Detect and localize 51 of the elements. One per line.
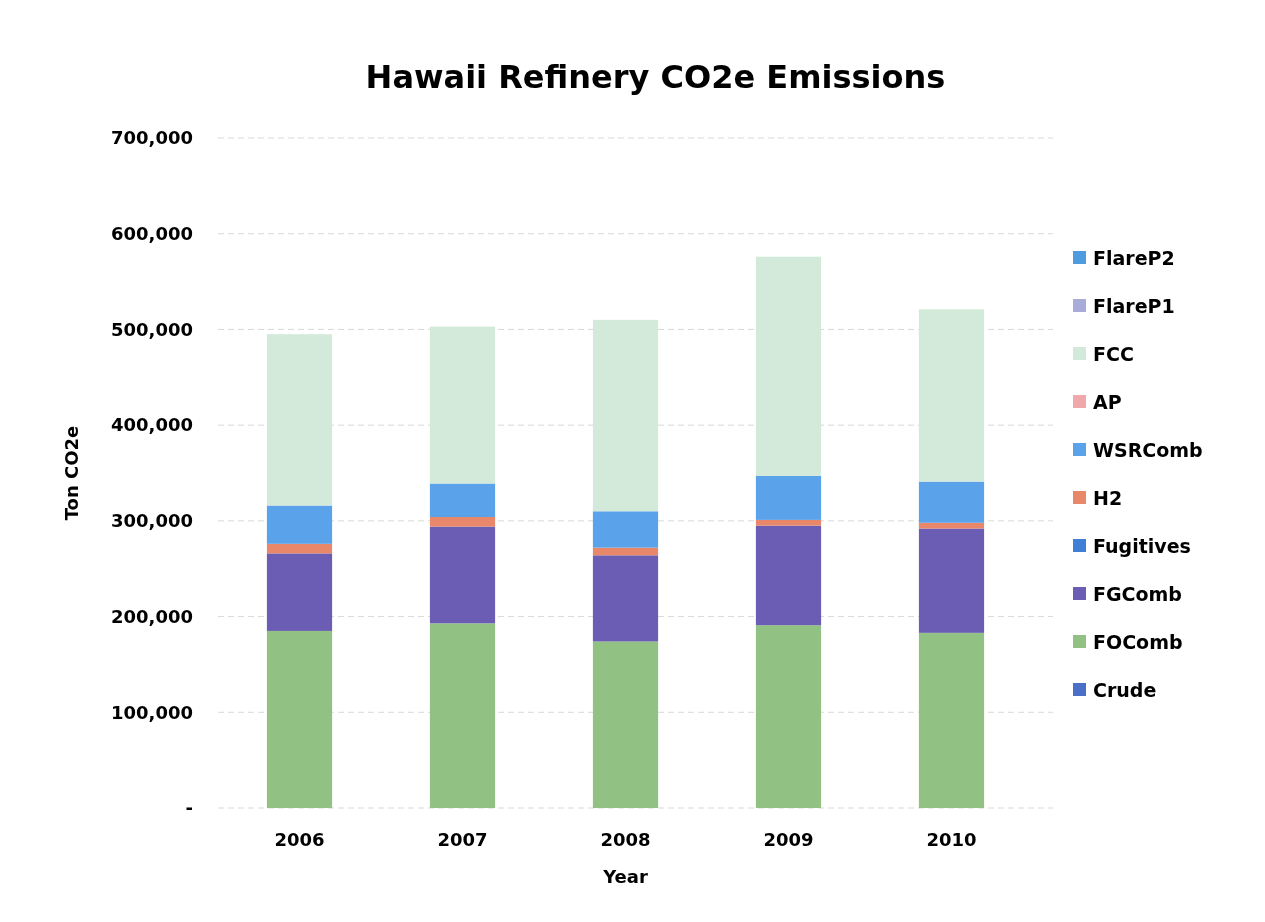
bar (266, 630, 333, 808)
y-tick-label: 700,000 (111, 127, 193, 149)
legend-label: FOComb (1093, 630, 1183, 653)
bar (592, 641, 659, 808)
y-tick-label: 200,000 (111, 605, 193, 627)
bar (755, 625, 822, 808)
bar (266, 553, 333, 631)
bar (429, 517, 496, 527)
bar (592, 319, 659, 512)
y-tick-label: 300,000 (111, 510, 193, 532)
bar (429, 623, 496, 808)
legend-label: FCC (1093, 342, 1134, 365)
x-tick-label: 2006 (274, 829, 325, 850)
x-tick-label: 2010 (926, 829, 977, 850)
y-tick-label: 100,000 (111, 701, 193, 723)
legend-label: FGComb (1093, 582, 1182, 605)
bar (755, 475, 822, 520)
bar (592, 547, 659, 556)
legend-label: Crude (1093, 678, 1157, 701)
bar (266, 543, 333, 554)
bar (755, 519, 822, 526)
bar (429, 483, 496, 518)
bar (918, 309, 985, 482)
legend-label: FlareP2 (1093, 246, 1175, 269)
chart-title: Hawaii Refinery CO2e Emissions (365, 58, 946, 96)
bar (429, 326, 496, 484)
bar (918, 481, 985, 523)
legend-label: Fugitives (1093, 534, 1191, 557)
legend-label: H2 (1093, 486, 1123, 509)
bar (592, 555, 659, 642)
bar (266, 505, 333, 544)
bar (918, 528, 985, 633)
y-tick-label: - (185, 797, 193, 819)
y-axis-title: Ton CO2e (61, 425, 82, 521)
bar (918, 632, 985, 808)
bar (755, 525, 822, 626)
bar (918, 522, 985, 529)
bar (755, 256, 822, 476)
x-tick-label: 2009 (763, 829, 814, 850)
x-tick-label: 2008 (600, 829, 651, 850)
bar (592, 511, 659, 548)
bar (266, 334, 333, 506)
legend-label: AP (1093, 390, 1122, 413)
x-axis-title: Year (602, 866, 648, 887)
bar (429, 526, 496, 624)
y-tick-label: 400,000 (111, 414, 193, 436)
x-tick-label: 2007 (437, 829, 488, 850)
legend-label: WSRComb (1093, 438, 1203, 461)
y-tick-label: 500,000 (111, 318, 193, 340)
y-tick-label: 600,000 (111, 223, 193, 245)
legend-label: FlareP1 (1093, 294, 1175, 317)
